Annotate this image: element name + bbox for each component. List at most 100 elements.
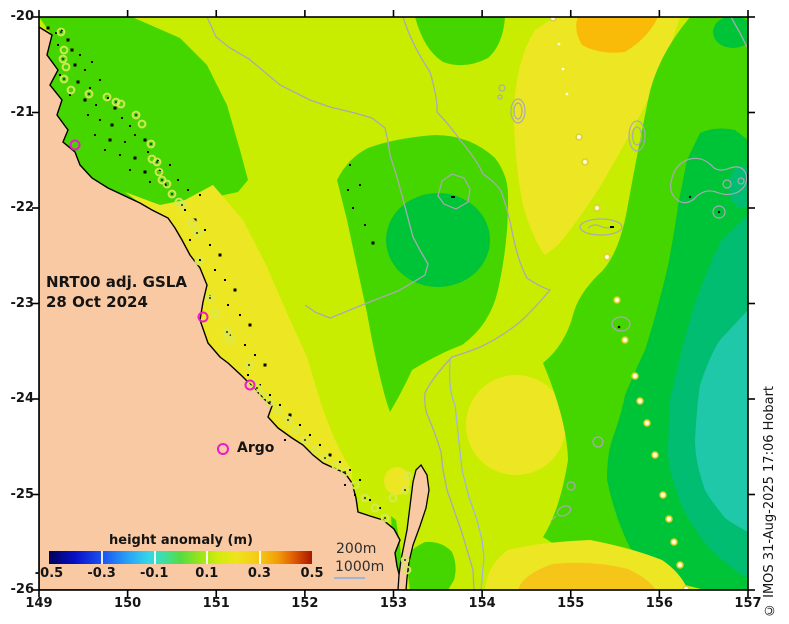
x-tick-label: 156 (645, 596, 673, 611)
yellow-coastal-band (125, 185, 352, 483)
island (57, 44, 59, 46)
reef-marks (451, 195, 721, 329)
colorbar-tick (206, 551, 208, 564)
x-tick-label: 149 (25, 596, 53, 611)
y-tick-label: -20 (10, 9, 35, 24)
copyright-text: © IMOS 31-Aug-2025 17:06 Hobart (762, 385, 777, 617)
altimetry-track-dot-center (578, 136, 580, 138)
argo-float-markers-layer (69, 139, 256, 391)
coastal-track-dot-center (209, 297, 211, 299)
map-title-block: NRT00 adj. GSLA 28 Oct 2024 (46, 272, 187, 312)
island (87, 114, 89, 116)
coastal-track-dot-center (62, 58, 64, 60)
island (124, 141, 126, 143)
island (224, 279, 226, 281)
coastal-track-dot (116, 99, 126, 109)
coastal-track-dot (58, 54, 68, 64)
island (349, 164, 351, 166)
island (199, 259, 201, 261)
coastal-track-dot (388, 493, 398, 503)
coastal-track-dot (222, 327, 232, 337)
x-tick-label: 157 (734, 596, 762, 611)
coastal-track-dot (61, 62, 71, 72)
map-date: 28 Oct 2024 (46, 293, 148, 311)
island (104, 149, 106, 151)
coastal-track-dot (370, 503, 380, 513)
coastal-track-dot (310, 445, 320, 455)
coastal-track-dot-center (171, 193, 173, 195)
coastal-track-dot-center (384, 517, 386, 519)
coastal-track-dot (320, 453, 330, 463)
argo-float-marker (244, 379, 256, 391)
coastal-track-dot (273, 405, 283, 415)
island (269, 394, 271, 396)
coastal-track-dot-center (304, 439, 306, 441)
island (218, 253, 222, 257)
island (91, 61, 93, 63)
island (248, 323, 252, 327)
colorbar-tick-label: 0.3 (247, 566, 271, 581)
island (55, 32, 57, 34)
coastal-track-dot (244, 360, 254, 370)
island (299, 424, 301, 426)
coastal-track-dot (187, 218, 197, 228)
island (134, 134, 136, 136)
island (177, 179, 179, 181)
island (319, 444, 321, 446)
island (244, 344, 246, 346)
altimetry-track-dot-center (616, 299, 618, 301)
island (233, 288, 237, 292)
coastal-track-dot (137, 119, 147, 129)
green-lobe-top (415, 17, 505, 66)
island (344, 484, 346, 486)
island (288, 413, 292, 417)
y-tick-label: -25 (10, 486, 35, 502)
coastal-track-dot-center (196, 232, 198, 234)
island (69, 94, 71, 96)
island (359, 479, 361, 481)
yellow-blob-mid (466, 375, 566, 475)
island (209, 244, 211, 246)
land-fraser-island (397, 463, 430, 590)
y-tick-label: -24 (10, 391, 35, 406)
island (354, 494, 356, 496)
coastal-track-dot-center (135, 114, 137, 116)
coastal-track-dot (59, 74, 69, 84)
island (73, 63, 77, 67)
dark-green-core (386, 193, 490, 287)
island (169, 164, 171, 166)
coastal-track-dot-center (181, 204, 183, 206)
altimetry-track-dot-center (662, 494, 664, 496)
depth-200m-label: 200m (336, 541, 377, 557)
altimetry-track-dot-center (624, 339, 626, 341)
coastal-track-dot-center (60, 31, 62, 33)
coastal-track-dot (102, 92, 112, 102)
colorbar-tick-label: -0.5 (34, 566, 64, 581)
island (199, 194, 201, 196)
island (46, 26, 50, 30)
island (309, 434, 311, 436)
coastal-track-dot-center (287, 419, 289, 421)
island (284, 439, 286, 441)
altimetry-track-dot-center (646, 422, 648, 424)
axis-ticks (32, 10, 755, 597)
cyan-core (695, 310, 748, 532)
argo-float-marker (69, 139, 81, 151)
y-tick-label: -23 (10, 295, 35, 311)
coastal-track-dot (84, 89, 94, 99)
island (89, 87, 91, 89)
island (364, 224, 366, 226)
island (99, 79, 101, 81)
island (159, 169, 161, 171)
yellow-blob-top (514, 17, 680, 255)
coastal-track-dot (131, 110, 141, 120)
coastal-track-dot (283, 415, 293, 425)
coastal-track-dot-center (404, 489, 406, 491)
x-tick-label: 151 (202, 596, 230, 611)
island (369, 499, 371, 501)
coastal-track-dot (265, 397, 275, 407)
coastal-track-dot (194, 256, 204, 266)
coastal-track-dot (66, 85, 76, 95)
island (339, 461, 341, 463)
